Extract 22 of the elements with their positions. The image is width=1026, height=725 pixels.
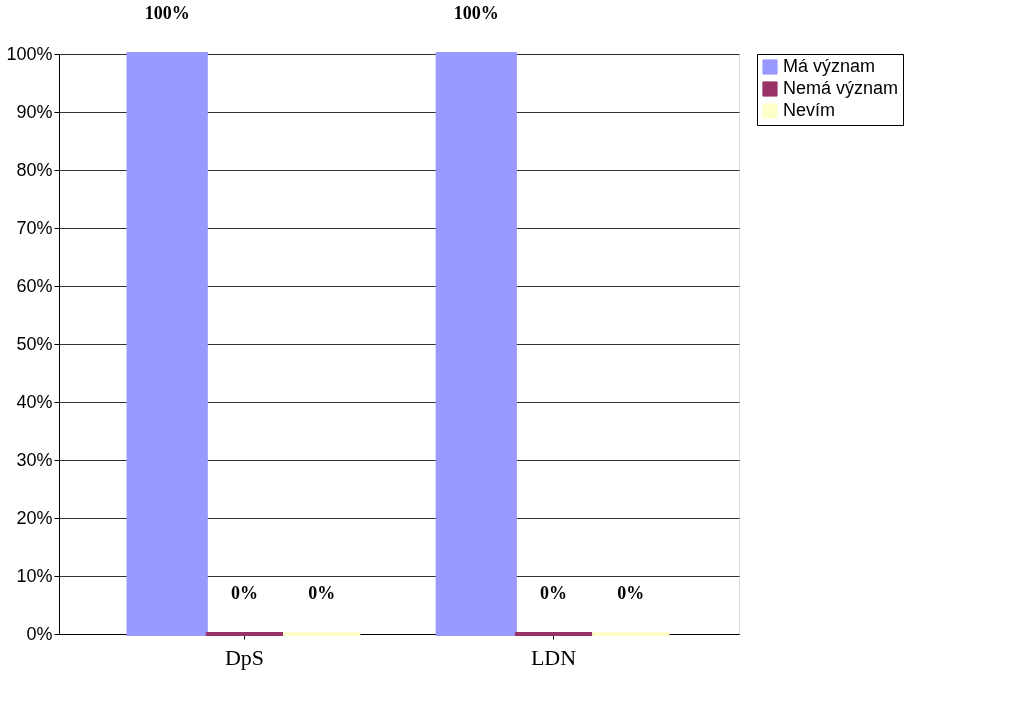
y-tick-label: 100% [6, 43, 53, 64]
y-tick-label: 40% [16, 391, 53, 412]
legend-label: Má význam [783, 56, 876, 76]
x-tick-label: DpS [224, 644, 265, 670]
data-label: 100% [144, 3, 190, 23]
y-tick-label: 60% [16, 275, 53, 296]
y-tick-label: 20% [16, 507, 53, 528]
data-label: 0% [617, 583, 645, 603]
data-label: 0% [230, 583, 258, 603]
y-tick-label: 10% [16, 565, 53, 586]
x-tick-label: LDN [530, 644, 577, 670]
legend-label: Nevím [783, 100, 836, 120]
y-tick-label: 80% [16, 159, 53, 180]
data-label: 0% [308, 583, 336, 603]
y-tick-label: 70% [16, 217, 53, 238]
data-label: 100% [453, 3, 499, 23]
y-tick-label: 30% [16, 449, 53, 470]
data-label: 0% [540, 583, 568, 603]
y-tick-label: 50% [16, 333, 53, 354]
legend-label: Nemá význam [783, 78, 899, 98]
y-tick-label: 90% [16, 101, 53, 122]
y-tick-label: 0% [26, 623, 53, 644]
